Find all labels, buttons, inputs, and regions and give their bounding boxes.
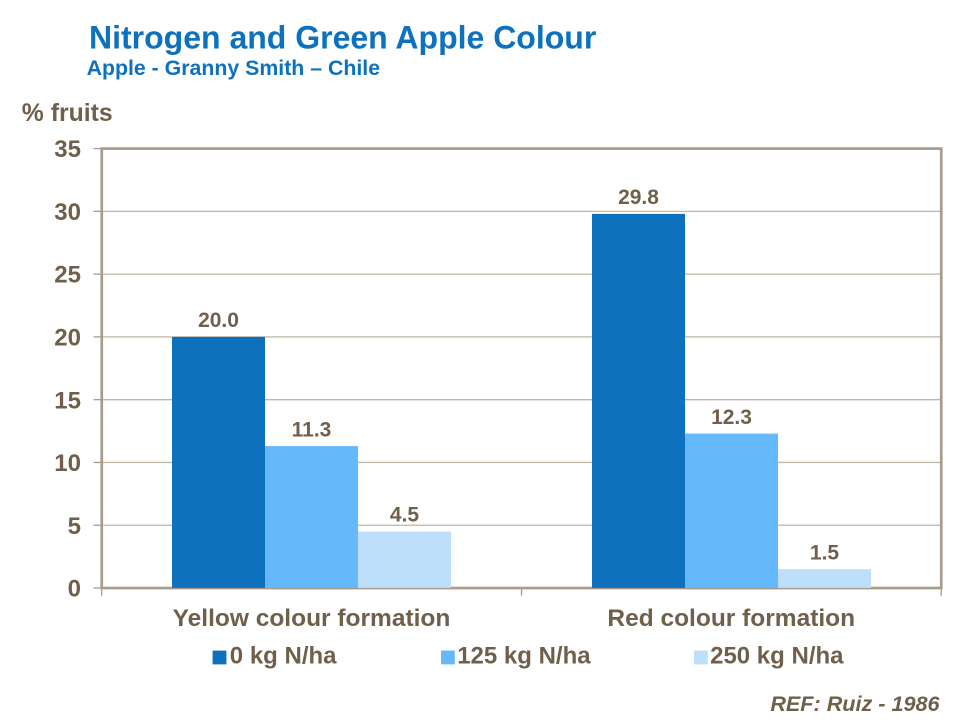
svg-text:Apple - Granny Smith – Chile: Apple - Granny Smith – Chile — [87, 56, 381, 80]
svg-text:20: 20 — [54, 325, 81, 352]
svg-text:% fruits: % fruits — [22, 100, 113, 127]
svg-text:12.3: 12.3 — [711, 406, 752, 429]
svg-text:REF: Ruiz - 1986: REF: Ruiz - 1986 — [770, 691, 940, 716]
svg-text:125 kg N/ha: 125 kg N/ha — [457, 643, 591, 670]
svg-text:29.8: 29.8 — [618, 186, 659, 209]
svg-text:0 kg N/ha: 0 kg N/ha — [230, 643, 337, 670]
svg-text:11.3: 11.3 — [292, 418, 332, 441]
svg-text:25: 25 — [54, 262, 81, 289]
svg-text:35: 35 — [54, 136, 81, 163]
svg-text:Yellow colour formation: Yellow colour formation — [173, 605, 451, 632]
svg-text:1.5: 1.5 — [810, 541, 840, 564]
svg-text:20.0: 20.0 — [198, 309, 239, 332]
svg-text:15: 15 — [54, 387, 81, 414]
svg-text:250 kg N/ha: 250 kg N/ha — [710, 643, 844, 670]
svg-text:30: 30 — [54, 199, 81, 226]
svg-text:10: 10 — [54, 450, 81, 477]
svg-text:5: 5 — [68, 513, 81, 540]
svg-text:4.5: 4.5 — [390, 504, 420, 527]
svg-text:0: 0 — [68, 576, 81, 603]
svg-text:Red colour formation: Red colour formation — [607, 605, 855, 632]
svg-text:Nitrogen and Green Apple Colou: Nitrogen and Green Apple Colour — [89, 20, 596, 56]
